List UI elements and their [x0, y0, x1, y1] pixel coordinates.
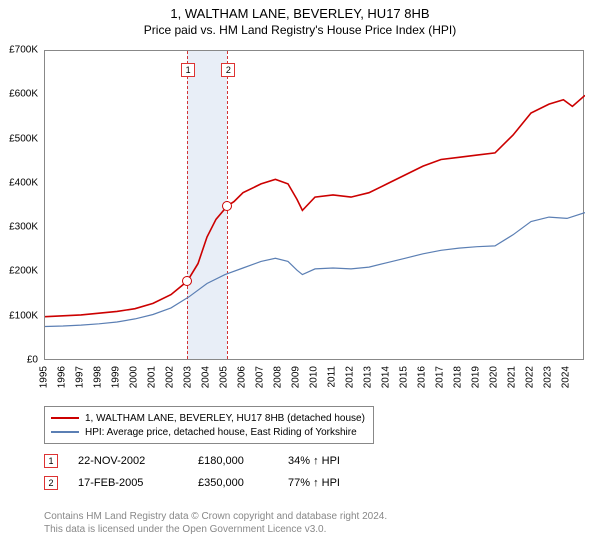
address-title: 1, WALTHAM LANE, BEVERLEY, HU17 8HB: [0, 6, 600, 21]
footer-line-1: Contains HM Land Registry data © Crown c…: [44, 510, 387, 523]
event-marker-2: 2: [221, 63, 235, 77]
y-tick-label: £200K: [0, 266, 38, 277]
sales-price-1: £180,000: [198, 455, 288, 467]
sales-pct-2: 77% ↑ HPI: [288, 477, 378, 489]
x-tick-label: 2003: [183, 366, 194, 388]
x-tick-label: 2000: [129, 366, 140, 388]
x-tick-label: 2007: [255, 366, 266, 388]
sales-price-2: £350,000: [198, 477, 288, 489]
x-tick-label: 1998: [93, 366, 104, 388]
title-block: 1, WALTHAM LANE, BEVERLEY, HU17 8HB Pric…: [0, 0, 600, 37]
x-tick-label: 2024: [561, 366, 572, 388]
chart: 1 2 £0£100K£200K£300K£400K£500K£600K£700…: [44, 50, 584, 360]
series-price-paid: [45, 95, 585, 316]
y-tick-label: £700K: [0, 45, 38, 56]
sales-table: 1 22-NOV-2002 £180,000 34% ↑ HPI 2 17-FE…: [44, 450, 378, 494]
y-tick-label: £400K: [0, 177, 38, 188]
x-tick-label: 2013: [363, 366, 374, 388]
sales-pct-1: 34% ↑ HPI: [288, 455, 378, 467]
x-tick-label: 2020: [489, 366, 500, 388]
y-tick-label: £300K: [0, 222, 38, 233]
sales-row-1: 1 22-NOV-2002 £180,000 34% ↑ HPI: [44, 450, 378, 472]
sale-point-2: [222, 201, 232, 211]
x-tick-label: 2001: [147, 366, 158, 388]
x-tick-label: 2011: [327, 366, 338, 388]
plot-area: 1 2: [44, 50, 584, 360]
legend-swatch-1: [51, 417, 79, 419]
line-layer: [45, 51, 585, 361]
legend-swatch-2: [51, 431, 79, 433]
footer: Contains HM Land Registry data © Crown c…: [44, 510, 387, 536]
event-marker-1: 1: [181, 63, 195, 77]
x-tick-label: 1995: [39, 366, 50, 388]
x-tick-label: 1997: [75, 366, 86, 388]
x-tick-label: 2004: [201, 366, 212, 388]
x-tick-label: 2014: [381, 366, 392, 388]
legend-label-2: HPI: Average price, detached house, East…: [85, 427, 357, 438]
legend-item-1: 1, WALTHAM LANE, BEVERLEY, HU17 8HB (det…: [51, 411, 367, 425]
x-tick-label: 2012: [345, 366, 356, 388]
x-tick-label: 2016: [417, 366, 428, 388]
sales-marker-1: 1: [44, 454, 58, 468]
x-tick-label: 2018: [453, 366, 464, 388]
x-tick-label: 2021: [507, 366, 518, 388]
sales-date-1: 22-NOV-2002: [78, 455, 198, 467]
y-tick-label: £600K: [0, 89, 38, 100]
x-tick-label: 2006: [237, 366, 248, 388]
sales-row-2: 2 17-FEB-2005 £350,000 77% ↑ HPI: [44, 472, 378, 494]
x-tick-label: 2017: [435, 366, 446, 388]
x-tick-label: 2022: [525, 366, 536, 388]
x-tick-label: 2002: [165, 366, 176, 388]
x-tick-label: 2023: [543, 366, 554, 388]
x-tick-label: 2010: [309, 366, 320, 388]
subtitle: Price paid vs. HM Land Registry's House …: [0, 23, 600, 37]
x-tick-label: 2015: [399, 366, 410, 388]
footer-line-2: This data is licensed under the Open Gov…: [44, 523, 387, 536]
y-tick-label: £500K: [0, 133, 38, 144]
page: 1, WALTHAM LANE, BEVERLEY, HU17 8HB Pric…: [0, 0, 600, 560]
x-tick-label: 1996: [57, 366, 68, 388]
legend: 1, WALTHAM LANE, BEVERLEY, HU17 8HB (det…: [44, 406, 374, 444]
x-tick-label: 1999: [111, 366, 122, 388]
legend-label-1: 1, WALTHAM LANE, BEVERLEY, HU17 8HB (det…: [85, 413, 365, 424]
sales-date-2: 17-FEB-2005: [78, 477, 198, 489]
sales-marker-2: 2: [44, 476, 58, 490]
sale-point-1: [182, 276, 192, 286]
x-tick-label: 2005: [219, 366, 230, 388]
y-tick-label: £100K: [0, 310, 38, 321]
y-tick-label: £0: [0, 355, 38, 366]
legend-item-2: HPI: Average price, detached house, East…: [51, 425, 367, 439]
x-tick-label: 2019: [471, 366, 482, 388]
x-tick-label: 2008: [273, 366, 284, 388]
x-tick-label: 2009: [291, 366, 302, 388]
